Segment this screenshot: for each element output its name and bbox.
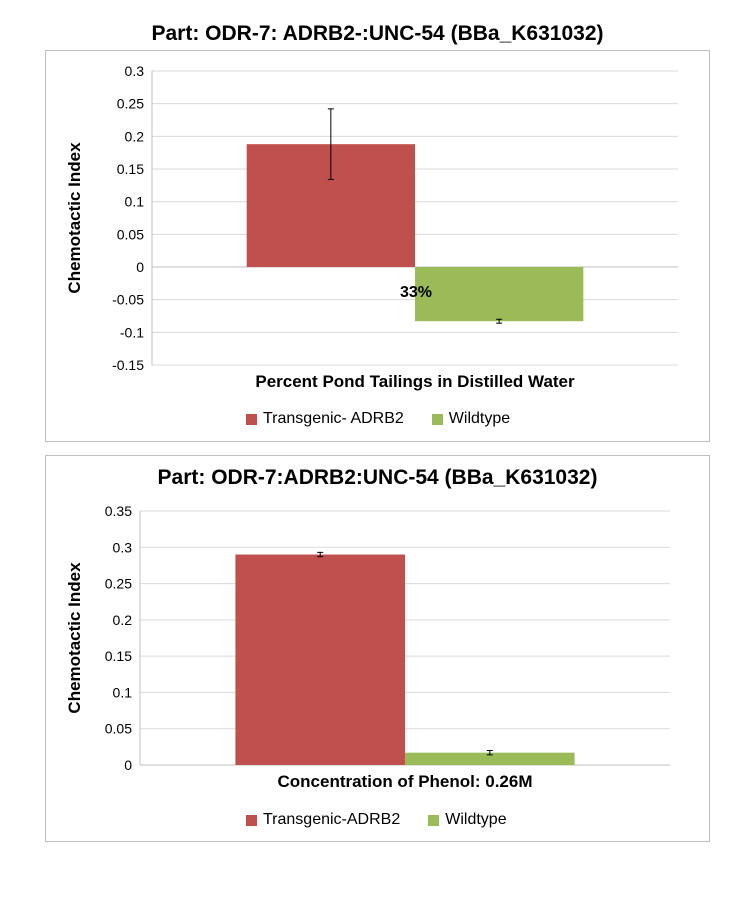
legend-swatch-wildtype <box>431 413 443 425</box>
y-axis-label: Chemotactic Index <box>65 562 84 714</box>
legend-label-wildtype: Wildtype <box>445 811 507 828</box>
legend-item-transgenic: Transgenic-ADRB2 <box>246 811 400 829</box>
y-tick-label: 0.25 <box>117 96 144 112</box>
y-tick-label: -0.1 <box>120 324 144 340</box>
y-axis-label: Chemotactic Index <box>65 142 84 294</box>
legend-item-wildtype: Wildtype <box>431 410 511 428</box>
y-tick-label: 0.25 <box>105 576 132 592</box>
legend-swatch-transgenic <box>246 413 257 425</box>
y-tick-label: 0.15 <box>105 648 132 664</box>
y-tick-label: -0.05 <box>112 292 144 308</box>
y-tick-label: 0.35 <box>105 503 132 519</box>
chart1-plot: 0.3 0.25 0.2 0.15 0.1 0.05 0 -0.05 -0.1 -0.15 33% P… <box>65 63 678 391</box>
category-label: 33% <box>400 284 432 301</box>
legend-item-transgenic: Transgenic- ADRB2 <box>246 410 404 428</box>
y-tick-label: 0.3 <box>125 63 145 79</box>
legend-label-transgenic: Transgenic- ADRB2 <box>263 410 404 427</box>
y-tick-label: 0.05 <box>117 226 144 242</box>
chart2-title: Part: ODR-7:ADRB2:UNC-54 (BBa_K631032) <box>157 466 598 489</box>
chart2-legend: Transgenic-ADRB2 Wildtype <box>246 811 535 829</box>
y-tick-label: 0.2 <box>125 128 145 144</box>
bar-wildtype <box>405 752 575 765</box>
y-tick-label: 0 <box>136 259 144 275</box>
y-tick-label: 0.2 <box>113 612 133 628</box>
y-tick-label: 0.3 <box>113 539 133 555</box>
legend-label-transgenic: Transgenic-ADRB2 <box>263 811 401 828</box>
y-tick-label: 0.05 <box>105 721 132 737</box>
bar-wildtype <box>415 267 584 322</box>
bar-transgenic <box>235 554 405 765</box>
y-tick-label: 0.15 <box>117 161 144 177</box>
chart1-legend: Transgenic- ADRB2 Wildtype <box>246 410 538 428</box>
x-axis-label: Concentration of Phenol: 0.26M <box>277 772 532 791</box>
chart2-plot: 0.35 0.3 0.25 0.2 0.15 0.1 0.05 0 Concentration … <box>65 503 670 791</box>
y-tick-label: 0 <box>124 757 132 773</box>
chart1-panel: 0.3 0.25 0.2 0.15 0.1 0.05 0 -0.05 -0.1 -0.15 33% P… <box>45 50 710 442</box>
legend-label-wildtype: Wildtype <box>448 410 511 427</box>
chart2-panel: Part: ODR-7:ADRB2:UNC-54 (BBa_K631032) 0… <box>45 455 710 842</box>
y-tick-label: 0.1 <box>125 194 145 210</box>
legend-swatch-transgenic <box>246 814 257 826</box>
legend-item-wildtype: Wildtype <box>428 811 507 829</box>
chart1-title: Part: ODR-7: ADRB2-:UNC-54 (BBa_K631032) <box>151 22 604 45</box>
legend-swatch-wildtype <box>428 814 440 826</box>
x-axis-label: Percent Pond Tailings in Distilled Water <box>255 372 575 391</box>
y-tick-label: 0.1 <box>113 684 133 700</box>
y-tick-label: -0.15 <box>112 357 144 373</box>
